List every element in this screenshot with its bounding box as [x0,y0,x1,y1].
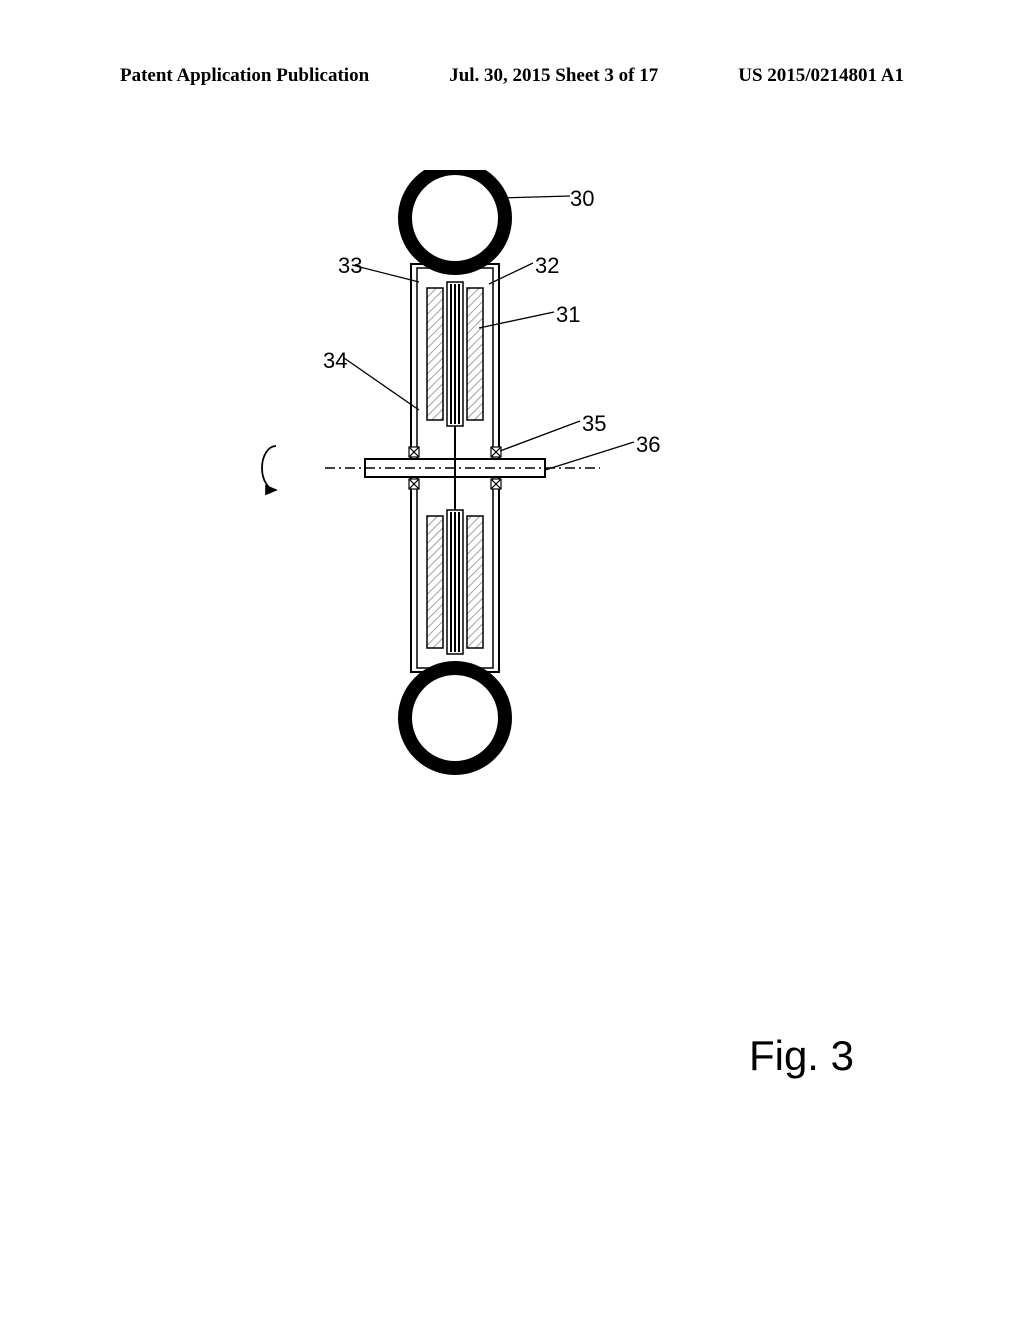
ref-label-35: 35 [582,411,606,437]
header-right: US 2015/0214801 A1 [738,65,904,87]
ref-label-36: 36 [636,432,660,458]
ref-label-30: 30 [570,186,594,212]
header-left: Patent Application Publication [120,65,369,87]
ref-label-33: 33 [338,253,362,279]
ref-label-31: 31 [556,302,580,328]
figure-caption: Fig. 3 [749,1032,854,1080]
figure-container [240,170,790,890]
ref-label-32: 32 [535,253,559,279]
header-center: Jul. 30, 2015 Sheet 3 of 17 [449,65,658,87]
ref-label-34: 34 [323,348,347,374]
patent-diagram [240,170,960,950]
